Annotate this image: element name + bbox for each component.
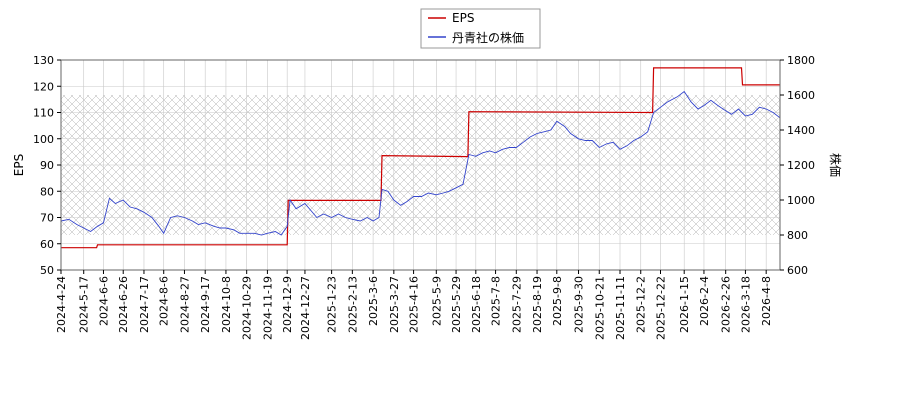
- x-tick-label: 2025-5-29: [450, 276, 463, 333]
- x-tick-label: 2024-6-6: [97, 276, 110, 326]
- x-tick-label: 2024-12-9: [281, 276, 294, 333]
- right-axis-title: 株価: [828, 153, 843, 177]
- x-tick-label: 2025-11-11: [614, 276, 627, 340]
- x-tick-label: 2026-3-18: [739, 276, 752, 333]
- x-tick-label: 2025-1-23: [326, 276, 339, 333]
- left-tick-label: 50: [40, 264, 54, 277]
- right-axis: 600 800 1000 1200 1400 1600 1800: [780, 54, 815, 277]
- x-tick-label: 2026-4-8: [760, 276, 773, 326]
- x-tick-label: 2025-9-8: [551, 276, 564, 326]
- x-tick-label: 2025-5-9: [430, 276, 443, 326]
- x-tick-label: 2025-2-13: [346, 276, 359, 333]
- x-tick-label: 2026-2-4: [698, 276, 711, 326]
- left-tick-label: 130: [33, 54, 54, 67]
- left-tick-label: 110: [33, 107, 54, 120]
- right-tick-label: 800: [787, 229, 808, 242]
- x-tick-label: 2025-7-29: [510, 276, 523, 333]
- right-tick-label: 1800: [787, 54, 815, 67]
- x-tick-label: 2025-3-6: [367, 276, 380, 326]
- legend-label-eps: EPS: [452, 11, 474, 25]
- x-axis: 2024-4-24 2024-5-17 2024-6-6 2024-6-26 2024-…: [55, 270, 773, 340]
- left-tick-label: 100: [33, 133, 54, 146]
- x-tick-label: 2024-6-26: [117, 276, 130, 333]
- legend-box: [420, 8, 541, 49]
- legend: EPS 丹青社の株価: [420, 8, 541, 49]
- left-tick-label: 60: [40, 238, 54, 251]
- x-tick-label: 2026-2-26: [720, 276, 733, 333]
- left-tick-label: 90: [40, 159, 54, 172]
- left-tick-label: 80: [40, 185, 54, 198]
- right-tick-label: 1000: [787, 194, 815, 207]
- x-tick-label: 2025-12-22: [654, 276, 667, 340]
- x-tick-label: 2024-11-19: [261, 276, 274, 340]
- x-tick-label: 2025-6-18: [470, 276, 483, 333]
- x-tick-label: 2024-5-17: [78, 276, 91, 333]
- left-axis: 50 60 70 80 90 100 110 120 130: [33, 54, 61, 277]
- x-tick-label: 2025-3-27: [388, 276, 401, 333]
- right-tick-label: 1600: [787, 89, 815, 102]
- left-axis-title: EPS: [12, 154, 26, 176]
- x-tick-label: 2024-4-24: [55, 276, 68, 333]
- x-tick-label: 2025-9-30: [573, 276, 586, 333]
- right-tick-label: 600: [787, 264, 808, 277]
- x-tick-label: 2025-8-19: [531, 276, 544, 333]
- x-tick-label: 2025-7-8: [490, 276, 503, 326]
- left-tick-label: 120: [33, 80, 54, 93]
- right-tick-label: 1400: [787, 124, 815, 137]
- series-eps-line: [61, 67, 780, 249]
- series-layer: [61, 67, 780, 249]
- x-tick-label: 2025-4-16: [408, 276, 421, 333]
- x-tick-label: 2025-12-2: [635, 276, 648, 333]
- x-tick-label: 2024-7-17: [138, 276, 151, 333]
- x-tick-label: 2024-12-27: [299, 276, 312, 340]
- x-tick-label: 2025-10-21: [593, 276, 606, 340]
- legend-label-price: 丹青社の株価: [452, 30, 524, 45]
- x-tick-label: 2026-1-15: [678, 276, 691, 333]
- x-tick-label: 2024-8-6: [158, 276, 171, 326]
- x-tick-label: 2024-10-8: [220, 276, 233, 333]
- left-tick-label: 70: [40, 212, 54, 225]
- x-tick-label: 2024-9-17: [199, 276, 212, 333]
- series-price-line: [61, 90, 780, 236]
- x-tick-label: 2024-10-29: [241, 276, 254, 340]
- right-tick-label: 1200: [787, 159, 815, 172]
- x-tick-label: 2024-8-27: [178, 276, 191, 333]
